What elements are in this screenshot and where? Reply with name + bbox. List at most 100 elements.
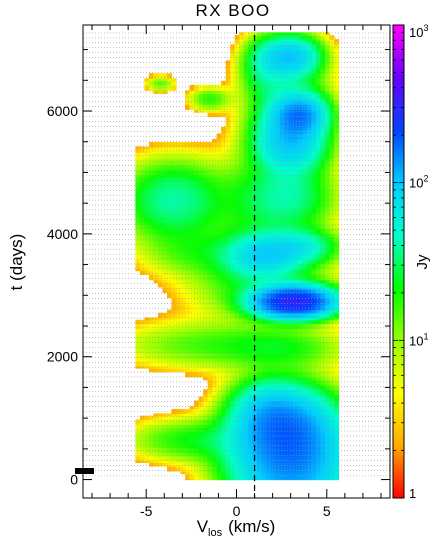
heatmap-cell xyxy=(252,470,258,475)
heatmap-cell xyxy=(293,251,299,255)
heatmap-cell xyxy=(311,221,317,225)
heatmap-cell xyxy=(239,431,245,434)
heatmap-cell xyxy=(334,100,340,105)
heatmap-cell xyxy=(139,199,145,206)
heatmap-cell xyxy=(248,341,254,347)
heatmap-cell xyxy=(320,73,326,79)
heatmap-cell xyxy=(288,455,294,461)
heatmap-cell xyxy=(324,473,331,479)
heatmap-cell xyxy=(257,300,263,305)
heatmap-cell xyxy=(162,413,168,417)
heatmap-cell xyxy=(315,213,322,218)
heatmap-cell xyxy=(221,213,227,218)
heatmap-cell xyxy=(293,319,299,325)
heatmap-cell xyxy=(320,213,326,218)
heatmap-cell xyxy=(243,236,249,242)
heatmap-cell xyxy=(311,118,317,123)
heatmap-cell xyxy=(261,93,267,99)
heatmap-cell xyxy=(234,431,240,434)
heatmap-cell xyxy=(185,358,191,362)
heatmap-cell xyxy=(216,385,222,390)
heatmap-cell xyxy=(284,78,290,82)
heatmap-cell xyxy=(239,224,245,229)
heatmap-cell xyxy=(239,211,245,215)
heatmap-cell xyxy=(216,104,222,110)
heatmap-cell xyxy=(135,146,141,150)
heatmap-cell xyxy=(279,60,285,64)
heatmap-cell xyxy=(180,419,186,425)
heatmap-cell xyxy=(270,470,276,475)
heatmap-cell xyxy=(225,196,231,201)
heatmap-cell xyxy=(148,240,155,244)
heatmap-cell xyxy=(194,84,200,91)
heatmap-cell xyxy=(270,433,276,438)
heatmap-cell xyxy=(139,323,145,330)
heatmap-cell xyxy=(207,282,213,288)
heatmap-cell xyxy=(315,148,322,154)
heatmap-cell xyxy=(315,300,322,305)
heatmap-cell xyxy=(230,323,236,330)
heatmap-cell xyxy=(320,35,326,40)
heatmap-cell xyxy=(194,104,200,110)
heatmap-cell xyxy=(279,337,285,342)
heatmap-cell xyxy=(180,279,186,284)
heatmap-cell xyxy=(270,292,276,299)
heatmap-cell xyxy=(302,323,308,330)
heatmap-cell xyxy=(221,323,227,330)
heatmap-cell xyxy=(266,189,272,195)
heatmap-cell xyxy=(257,93,263,99)
heatmap-cell xyxy=(198,146,204,150)
heatmap-cell xyxy=(225,126,231,131)
heatmap-cell xyxy=(166,317,173,321)
heatmap-cell xyxy=(157,341,164,347)
heatmap-cell xyxy=(166,194,173,197)
heatmap-cell xyxy=(257,282,263,288)
heatmap-cell xyxy=(334,260,340,265)
heatmap-cell xyxy=(153,73,159,79)
heatmap-cell xyxy=(207,424,213,428)
heatmap-cell xyxy=(139,169,145,176)
heatmap-cell xyxy=(288,186,294,191)
heatmap-cell xyxy=(257,477,263,481)
heatmap-cell xyxy=(297,141,304,148)
heatmap-cell xyxy=(320,100,326,105)
heatmap-cell xyxy=(266,337,272,342)
heatmap-cell xyxy=(216,240,222,244)
heatmap-cell xyxy=(225,396,231,402)
heatmap-cell xyxy=(230,415,236,420)
heatmap-cell xyxy=(180,166,186,171)
heatmap-cell xyxy=(248,221,254,225)
heatmap-cell xyxy=(311,292,317,299)
heatmap-cell xyxy=(221,174,227,178)
heatmap-cell xyxy=(270,133,276,140)
heatmap-cell xyxy=(306,389,313,395)
heatmap-cell xyxy=(279,217,285,223)
heatmap-cell xyxy=(306,268,313,272)
heatmap-cell xyxy=(239,122,245,128)
heatmap-cell xyxy=(275,455,281,461)
heatmap-cell xyxy=(288,146,294,150)
heatmap-cell xyxy=(171,194,177,197)
heatmap-cell xyxy=(194,431,200,434)
heatmap-cell xyxy=(320,289,326,294)
heatmap-cell xyxy=(324,396,331,402)
heatmap-cell xyxy=(189,152,195,159)
heatmap-cell xyxy=(243,346,249,350)
heatmap-cell xyxy=(324,152,331,159)
heatmap-cell xyxy=(324,35,331,40)
heatmap-cell xyxy=(334,224,340,229)
heatmap-cell xyxy=(315,204,322,209)
heatmap-cell xyxy=(270,78,276,82)
heatmap-cell xyxy=(171,233,177,238)
heatmap-cell xyxy=(207,431,213,434)
heatmap-cell xyxy=(207,274,213,281)
heatmap-cell xyxy=(234,473,240,479)
heatmap-cell xyxy=(243,337,249,342)
heatmap-cell xyxy=(252,477,258,481)
heatmap-cell xyxy=(315,460,322,463)
heatmap-cell xyxy=(234,133,240,140)
heatmap-cell xyxy=(284,319,290,325)
heatmap-cell xyxy=(257,138,263,143)
heatmap-cell xyxy=(144,268,150,272)
heatmap-cell xyxy=(243,213,249,218)
